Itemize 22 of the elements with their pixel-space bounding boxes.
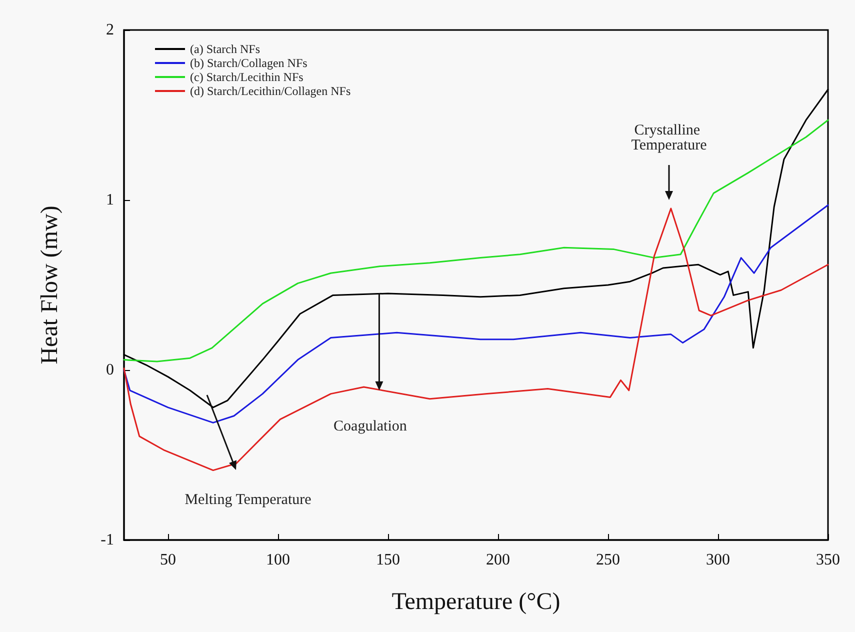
legend-label: (d) Starch/Lecithin/Collagen NFs bbox=[190, 84, 351, 98]
y-tick-label: 0 bbox=[106, 362, 114, 378]
x-tick-label: 300 bbox=[706, 552, 730, 568]
legend-label: (c) Starch/Lecithin NFs bbox=[190, 70, 304, 84]
x-tick-label: 200 bbox=[486, 552, 510, 568]
x-axis-title: Temperature (°C) bbox=[392, 589, 560, 615]
x-tick-label: 350 bbox=[816, 552, 840, 568]
x-tick-label: 50 bbox=[160, 552, 176, 568]
legend-label: (a) Starch NFs bbox=[190, 42, 260, 56]
x-tick-label: 100 bbox=[266, 552, 290, 568]
annotation: Melting Temperature bbox=[184, 492, 312, 508]
legend-label: (b) Starch/Collagen NFs bbox=[190, 56, 308, 70]
line-series bbox=[123, 208, 829, 472]
x-tick-label: 150 bbox=[376, 552, 400, 568]
y-axis-title: Heat Flow (mw) bbox=[37, 206, 63, 364]
x-tick-label: 250 bbox=[596, 552, 620, 568]
annotation: Coagulation bbox=[334, 418, 408, 434]
line-series bbox=[123, 119, 829, 362]
annotation: Crystalline Temperature bbox=[631, 122, 708, 154]
y-tick-label: 1 bbox=[106, 192, 114, 208]
y-tick-label: -1 bbox=[100, 532, 114, 548]
y-tick-label: 2 bbox=[106, 22, 114, 38]
